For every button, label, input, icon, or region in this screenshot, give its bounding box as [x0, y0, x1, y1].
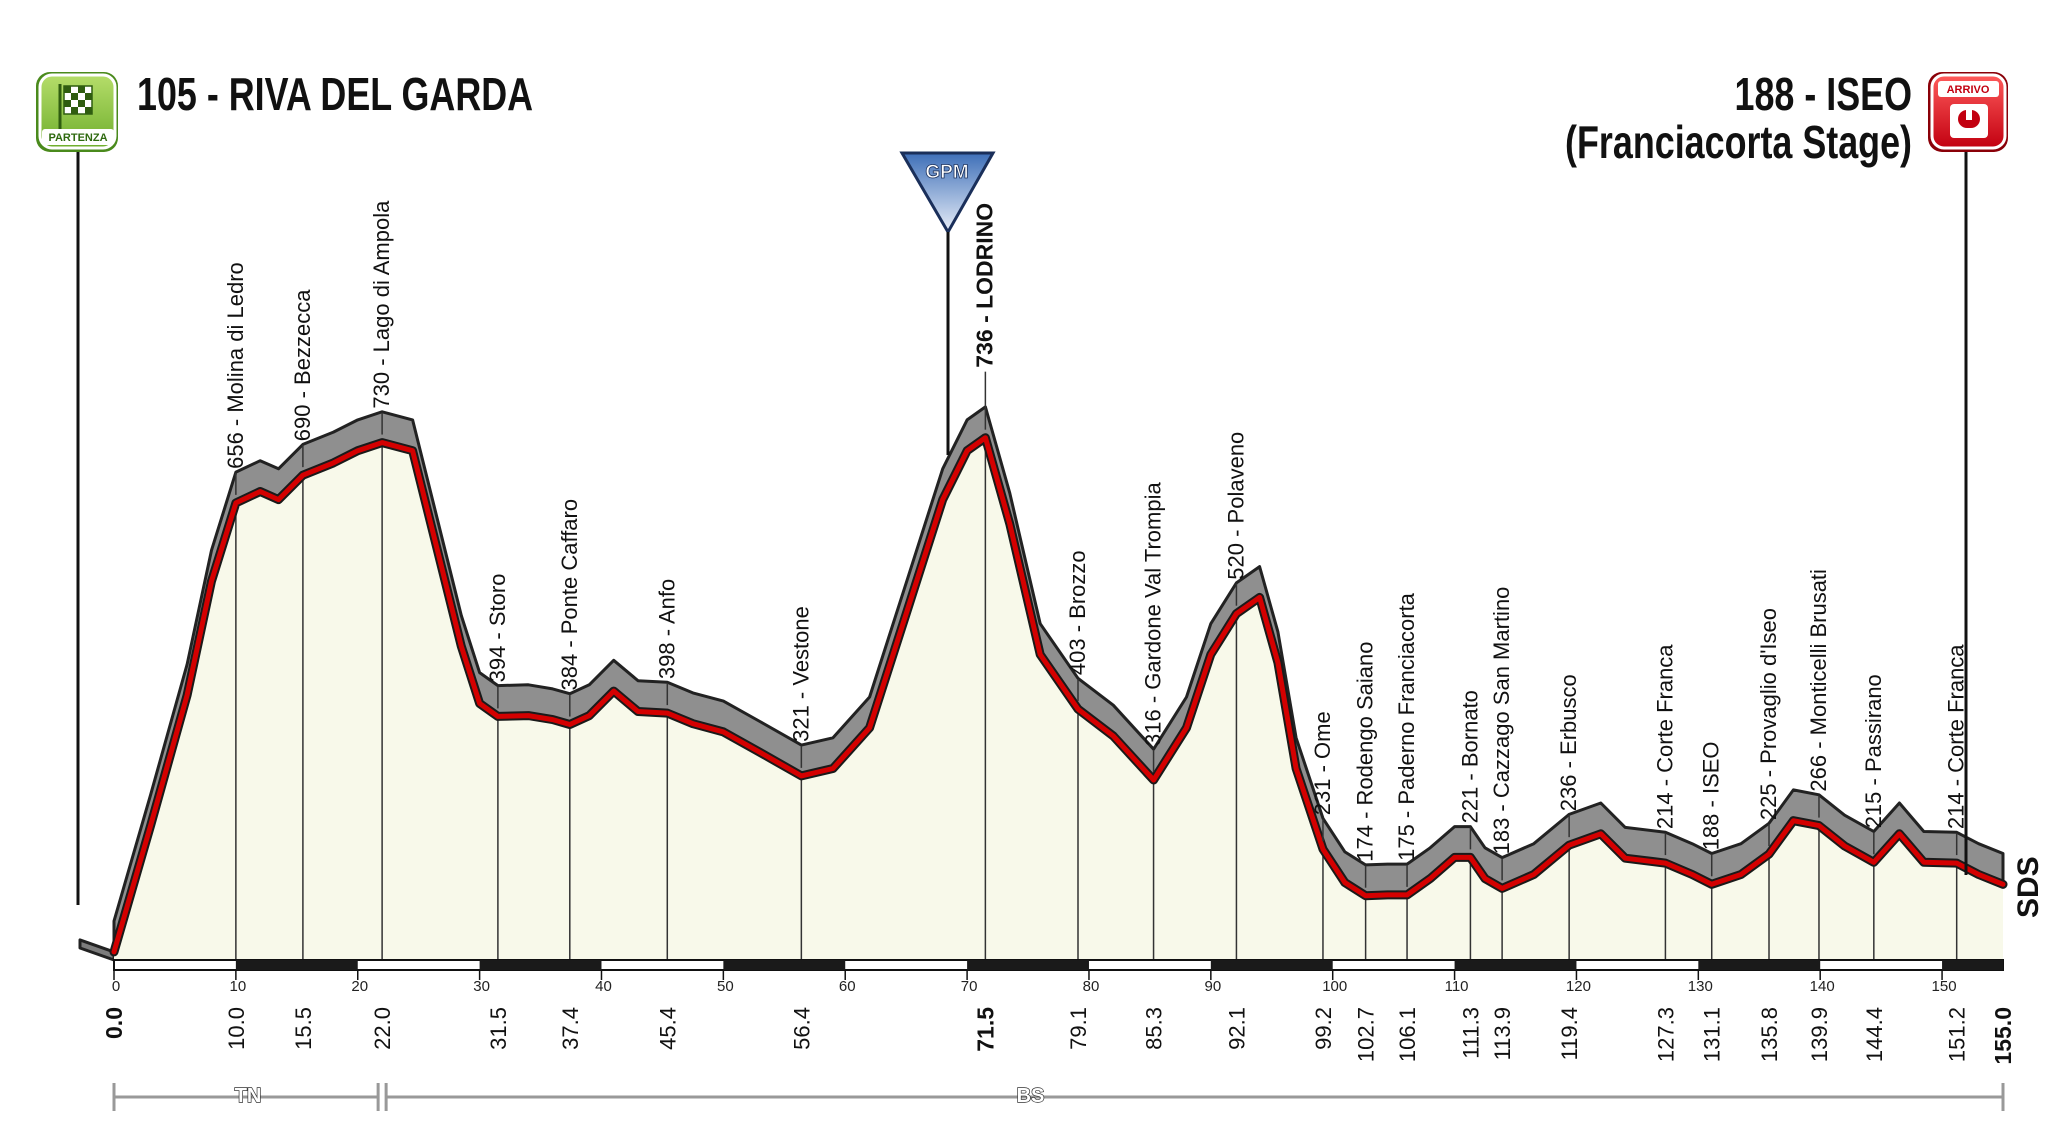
waypoint-label: 231 - Ome: [1310, 711, 1335, 815]
ruler-tick-label: 140: [1810, 978, 1835, 995]
waypoint-label: 225 - Provaglio d'Iseo: [1756, 608, 1781, 820]
km-label: 151.2: [1945, 1007, 1970, 1062]
ruler-tick-label: 70: [961, 978, 978, 995]
ruler-tick-labels: 0 10 20 30 40 50 60 70 80 90 100 110 120 130 140 150: [112, 970, 1957, 995]
ruler-tick-label: 40: [595, 978, 612, 995]
waypoint-label: 398 - Anfo: [654, 579, 679, 679]
waypoint-label: 690 - Bezzecca: [290, 289, 315, 441]
ruler-segment: [1698, 960, 1821, 970]
finish-title-line2: (Franciacorta Stage): [1565, 117, 1912, 168]
waypoint-label: 384 - Ponte Caffaro: [557, 499, 582, 691]
waypoint-label: 656 - Molina di Ledro: [223, 262, 248, 469]
waypoint-label: 215 - Passirano: [1861, 674, 1886, 828]
start-title: 105 - RIVA DEL GARDA: [137, 69, 533, 120]
finish-gate-icon: [1950, 104, 1988, 138]
ruler-tick-label: 150: [1932, 978, 1957, 995]
km-label: 37.4: [558, 1007, 583, 1050]
km-label: 56.4: [789, 1007, 814, 1050]
finish-badge: ARRIVO: [1928, 72, 2008, 152]
ruler-tick-label: 80: [1083, 978, 1100, 995]
ruler-tick-label: 50: [717, 978, 734, 995]
km-label: 127.3: [1653, 1007, 1678, 1062]
waypoint-label: 188 - ISEO: [1699, 741, 1724, 850]
province-band: TN BS: [112, 1083, 2005, 1111]
km-label: 119.4: [1557, 1007, 1582, 1060]
km-label: 45.4: [655, 1007, 680, 1050]
gpm-marker: GPM: [899, 151, 996, 236]
waypoint-label: 236 - Erbusco: [1556, 674, 1581, 811]
waypoint-label: 316 - Gardone Val Trompia: [1141, 482, 1166, 746]
waypoint-label: 394 - Storo: [485, 574, 510, 683]
km-label: 135.8: [1757, 1007, 1782, 1062]
waypoint-label: 730 - Lago di Ampola: [369, 200, 394, 409]
ruler-tick-label: 0: [112, 978, 120, 995]
ruler-segment: [967, 960, 1089, 970]
km-label: 131.1: [1700, 1007, 1725, 1062]
route-line: [111, 435, 2006, 955]
waypoint-label: 214 - Corte Franca: [1652, 644, 1677, 829]
km-marker-labels: 0.0 10.0 15.5 22.0 31.5 37.4 45.4 56.4 71.5 79.1 8…: [101, 1007, 2016, 1065]
waypoint-lines-layer: [235, 435, 1958, 960]
waypoint-label: 183 - Cazzago San Martino: [1489, 587, 1514, 855]
start-badge: PARTENZA: [36, 72, 118, 152]
ruler-tick-label: 20: [351, 978, 368, 995]
start-badge-label: PARTENZA: [48, 132, 107, 144]
finish-title-line1: 188 - ISEO: [1735, 69, 1912, 120]
waypoint-label: 175 - Paderno Franciacorta: [1394, 592, 1419, 861]
profile-side-wall: [78, 938, 116, 962]
gpm-label: GPM: [925, 162, 968, 183]
km-label: 0.0: [101, 1007, 127, 1039]
ruler-tick-label: 100: [1322, 978, 1347, 995]
km-label: 113.9: [1490, 1007, 1515, 1060]
distance-ruler: [113, 959, 2004, 971]
ruler-segment: [723, 960, 846, 970]
waypoint-label: 321 - Vestone: [788, 606, 813, 742]
ruler-segment: [1210, 960, 1333, 970]
ruler-tick-label: 130: [1688, 978, 1713, 995]
waypoint-label: 266 - Monticelli Brusati: [1806, 569, 1831, 792]
ruler-tick-label: 10: [230, 978, 247, 995]
km-label: 155.0: [1990, 1007, 2016, 1065]
km-label: 102.7: [1354, 1007, 1379, 1062]
km-label: 111.3: [1458, 1007, 1483, 1059]
km-label: 99.2: [1311, 1007, 1336, 1050]
km-label: 106.1: [1395, 1007, 1420, 1062]
checkered-flag-icon: [58, 84, 93, 130]
ruler-segment: [1942, 960, 2003, 970]
km-label: 85.3: [1142, 1007, 1167, 1050]
waypoint-label: 736 - LODRINO: [971, 203, 997, 368]
ruler-segment: [235, 960, 358, 970]
km-label: 139.9: [1807, 1007, 1832, 1062]
ruler-segment: [1454, 960, 1577, 970]
ruler-tick-label: 120: [1566, 978, 1591, 995]
waypoint-label: 403 - Brozzo: [1065, 550, 1090, 675]
finish-badge-label: ARRIVO: [1947, 84, 1990, 96]
ruler-tick-label: 90: [1204, 978, 1221, 995]
profile-area: [114, 437, 2003, 960]
km-label: 15.5: [291, 1007, 316, 1050]
province-label: TN: [235, 1085, 262, 1107]
km-label: 31.5: [486, 1007, 511, 1050]
ruler-tick-label: 110: [1445, 978, 1469, 995]
route-layer: [109, 433, 2008, 957]
waypoint-label: 221 - Bornato: [1457, 690, 1482, 823]
km-label: 144.4: [1862, 1007, 1887, 1062]
km-label: 92.1: [1224, 1007, 1249, 1050]
province-label: BS: [1017, 1085, 1045, 1107]
km-label: 79.1: [1066, 1007, 1091, 1050]
sds-logo: SDS: [2012, 856, 2045, 918]
km-label: 71.5: [972, 1007, 998, 1052]
km-label: 10.0: [224, 1007, 249, 1050]
profile-shadow-layer: [78, 405, 2005, 962]
waypoint-label: 520 - Polaveno: [1223, 432, 1248, 580]
ruler-segment: [479, 960, 602, 970]
waypoint-label: 174 - Rodengo Saiano: [1353, 642, 1378, 862]
ruler-tick-label: 60: [839, 978, 856, 995]
ruler-tick-label: 30: [473, 978, 490, 995]
km-label: 22.0: [370, 1007, 395, 1050]
waypoint-labels: 656 - Molina di Ledro 690 - Bezzecca 730 -…: [223, 200, 1969, 888]
